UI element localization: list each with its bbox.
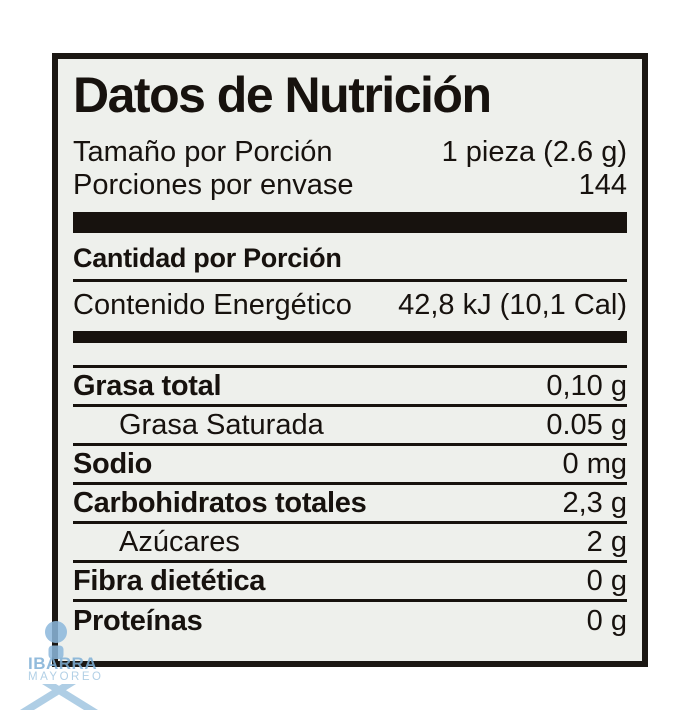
nutrient-name: Proteínas: [73, 605, 203, 637]
nutrient-name: Grasa Saturada: [119, 408, 324, 441]
servings-per-container-value: 144: [578, 169, 627, 201]
nutrient-name: Carbohidratos totales: [73, 486, 367, 519]
energy-row: Contenido Energético 42,8 kJ (10,1 Cal): [73, 282, 627, 331]
nutrition-label: Datos de Nutrición Tamaño por Porción 1 …: [52, 53, 648, 667]
serving-size-label: Tamaño por Porción: [73, 136, 333, 168]
table-row-saturated-fat: Grasa Saturada 0.05 g: [73, 407, 627, 446]
nutrient-value: 0 mg: [562, 447, 627, 480]
serving-size-value: 1 pieza (2.6 g): [441, 136, 627, 168]
nutrient-name: Sodio: [73, 447, 153, 480]
nutrient-name: Fibra dietética: [73, 564, 266, 597]
table-row-sodium: Sodio 0 mg: [73, 446, 627, 485]
section-gap: [73, 343, 627, 365]
medium-divider-bar: [73, 331, 627, 343]
energy-label: Contenido Energético: [73, 289, 352, 321]
amount-per-serving-header: Cantidad por Porción: [73, 233, 627, 282]
table-row-protein: Proteínas 0 g: [73, 602, 627, 641]
energy-value: 42,8 kJ (10,1 Cal): [398, 289, 627, 321]
table-row-total-fat: Grasa total 0,10 g: [73, 368, 627, 407]
servings-per-container-row: Porciones por envase 144: [73, 169, 627, 202]
nutrient-value: 0 g: [586, 605, 627, 637]
nutrient-table: Grasa total 0,10 g Grasa Saturada 0.05 g…: [73, 365, 627, 641]
watermark-subtitle-text: MAYOREO: [28, 671, 104, 683]
nutrient-value: 0,10 g: [546, 369, 627, 402]
nutrient-value: 0 g: [586, 564, 627, 597]
nutrient-value: 0.05 g: [546, 408, 627, 441]
nutrient-name: Azúcares: [119, 525, 240, 558]
table-row-dietary-fiber: Fibra dietética 0 g: [73, 563, 627, 602]
servings-per-container-label: Porciones por envase: [73, 169, 354, 201]
table-row-sugars: Azúcares 2 g: [73, 524, 627, 563]
nutrient-value: 2 g: [586, 525, 627, 558]
nutrient-name: Grasa total: [73, 369, 222, 402]
table-row-total-carbs: Carbohidratos totales 2,3 g: [73, 485, 627, 524]
serving-size-row: Tamaño por Porción 1 pieza (2.6 g): [73, 136, 627, 169]
thick-divider-bar: [73, 212, 627, 233]
nutrient-value: 2,3 g: [562, 486, 628, 519]
label-title: Datos de Nutrición: [73, 67, 492, 123]
